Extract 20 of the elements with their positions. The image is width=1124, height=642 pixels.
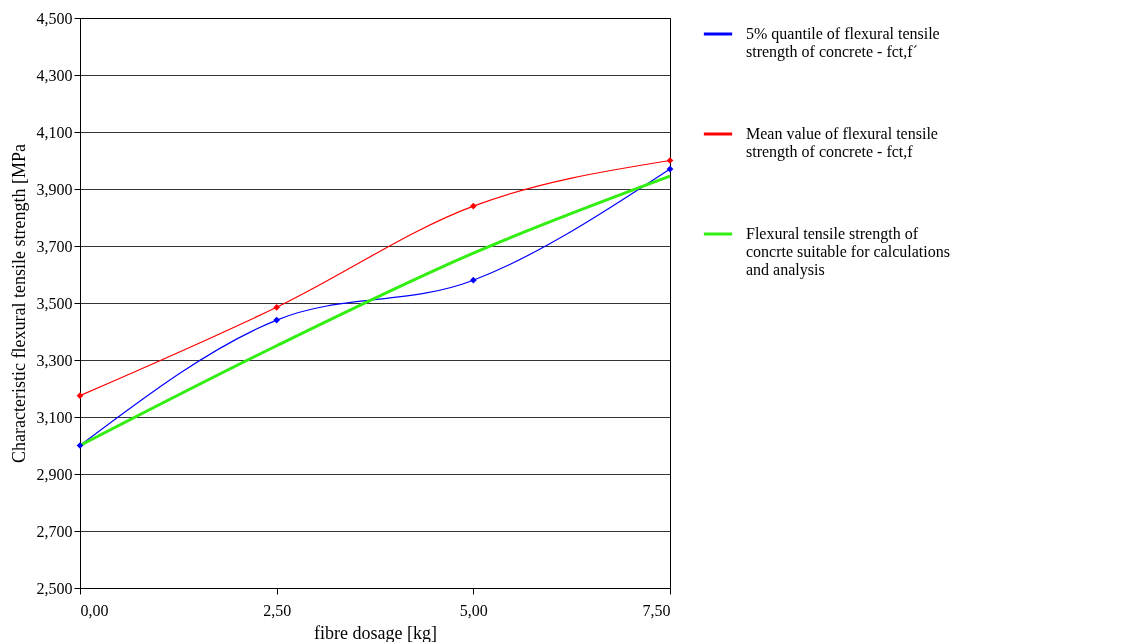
x-axis-title: fibre dosage [kg] bbox=[314, 622, 437, 642]
y-tick-label: 4,500 bbox=[36, 9, 73, 27]
y-tick-label: 2,900 bbox=[36, 465, 73, 483]
legend-label: Mean value of flexural tensile strength of concrete - fct,f bbox=[746, 125, 938, 161]
x-tick-label: 7,50 bbox=[642, 601, 671, 619]
x-tick-label: 5,00 bbox=[459, 601, 488, 619]
x-tick-label: 0,00 bbox=[80, 601, 109, 619]
y-tick-label: 4,300 bbox=[36, 66, 73, 84]
y-tick-label: 3,300 bbox=[36, 351, 73, 369]
y-tick-label: 4,100 bbox=[36, 123, 73, 141]
y-tick-label: 3,500 bbox=[36, 294, 73, 312]
y-tick-label: 3,700 bbox=[36, 237, 73, 255]
y-axis-title: Characteristic flexural tensile strength [MPa bbox=[8, 144, 29, 463]
y-tick-label: 2,700 bbox=[36, 522, 73, 540]
legend-label: 5% quantile of flexural tensile strength of concrete - fct,f´ bbox=[746, 25, 940, 61]
y-tick-label: 3,900 bbox=[36, 180, 73, 198]
y-tick-label: 3,100 bbox=[36, 408, 73, 426]
legend-label: Flexural tensile strength of concrte suitable for calculations and analysis bbox=[746, 225, 950, 279]
y-tick-label: 2,500 bbox=[36, 579, 73, 597]
x-tick-label: 2,50 bbox=[263, 601, 292, 619]
